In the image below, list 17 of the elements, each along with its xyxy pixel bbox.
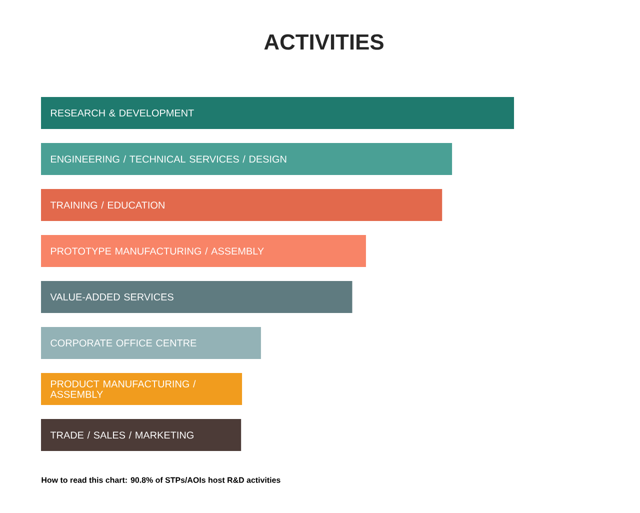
chart-title: ACTIVITIES — [264, 34, 384, 50]
y-tick-label: TRADE / SALES / MARKETING — [50, 431, 194, 439]
bar — [41, 372, 242, 405]
y-tick-label: PRODUCT MANUFACTURING / ASSEMBLY — [50, 380, 196, 398]
bar — [41, 326, 261, 359]
y-tick-label: VALUE-ADDED SERVICES — [50, 293, 174, 301]
y-tick-label: RESEARCH & DEVELOPMENT — [51, 109, 194, 117]
bar — [41, 280, 352, 313]
bar — [41, 188, 442, 221]
bar — [41, 234, 366, 267]
y-tick-label: CORPORATE OFFICE CENTRE — [50, 339, 196, 347]
y-tick-label: ENGINEERING / TECHNICAL SERVICES / DESIGN — [51, 155, 286, 163]
y-tick-label: TRAINING / EDUCATION — [50, 201, 164, 209]
bar — [41, 96, 514, 129]
bar — [41, 418, 242, 451]
bar — [41, 142, 452, 175]
y-tick-label: PROTOTYPE MANUFACTURING / ASSEMBLY — [51, 247, 264, 255]
